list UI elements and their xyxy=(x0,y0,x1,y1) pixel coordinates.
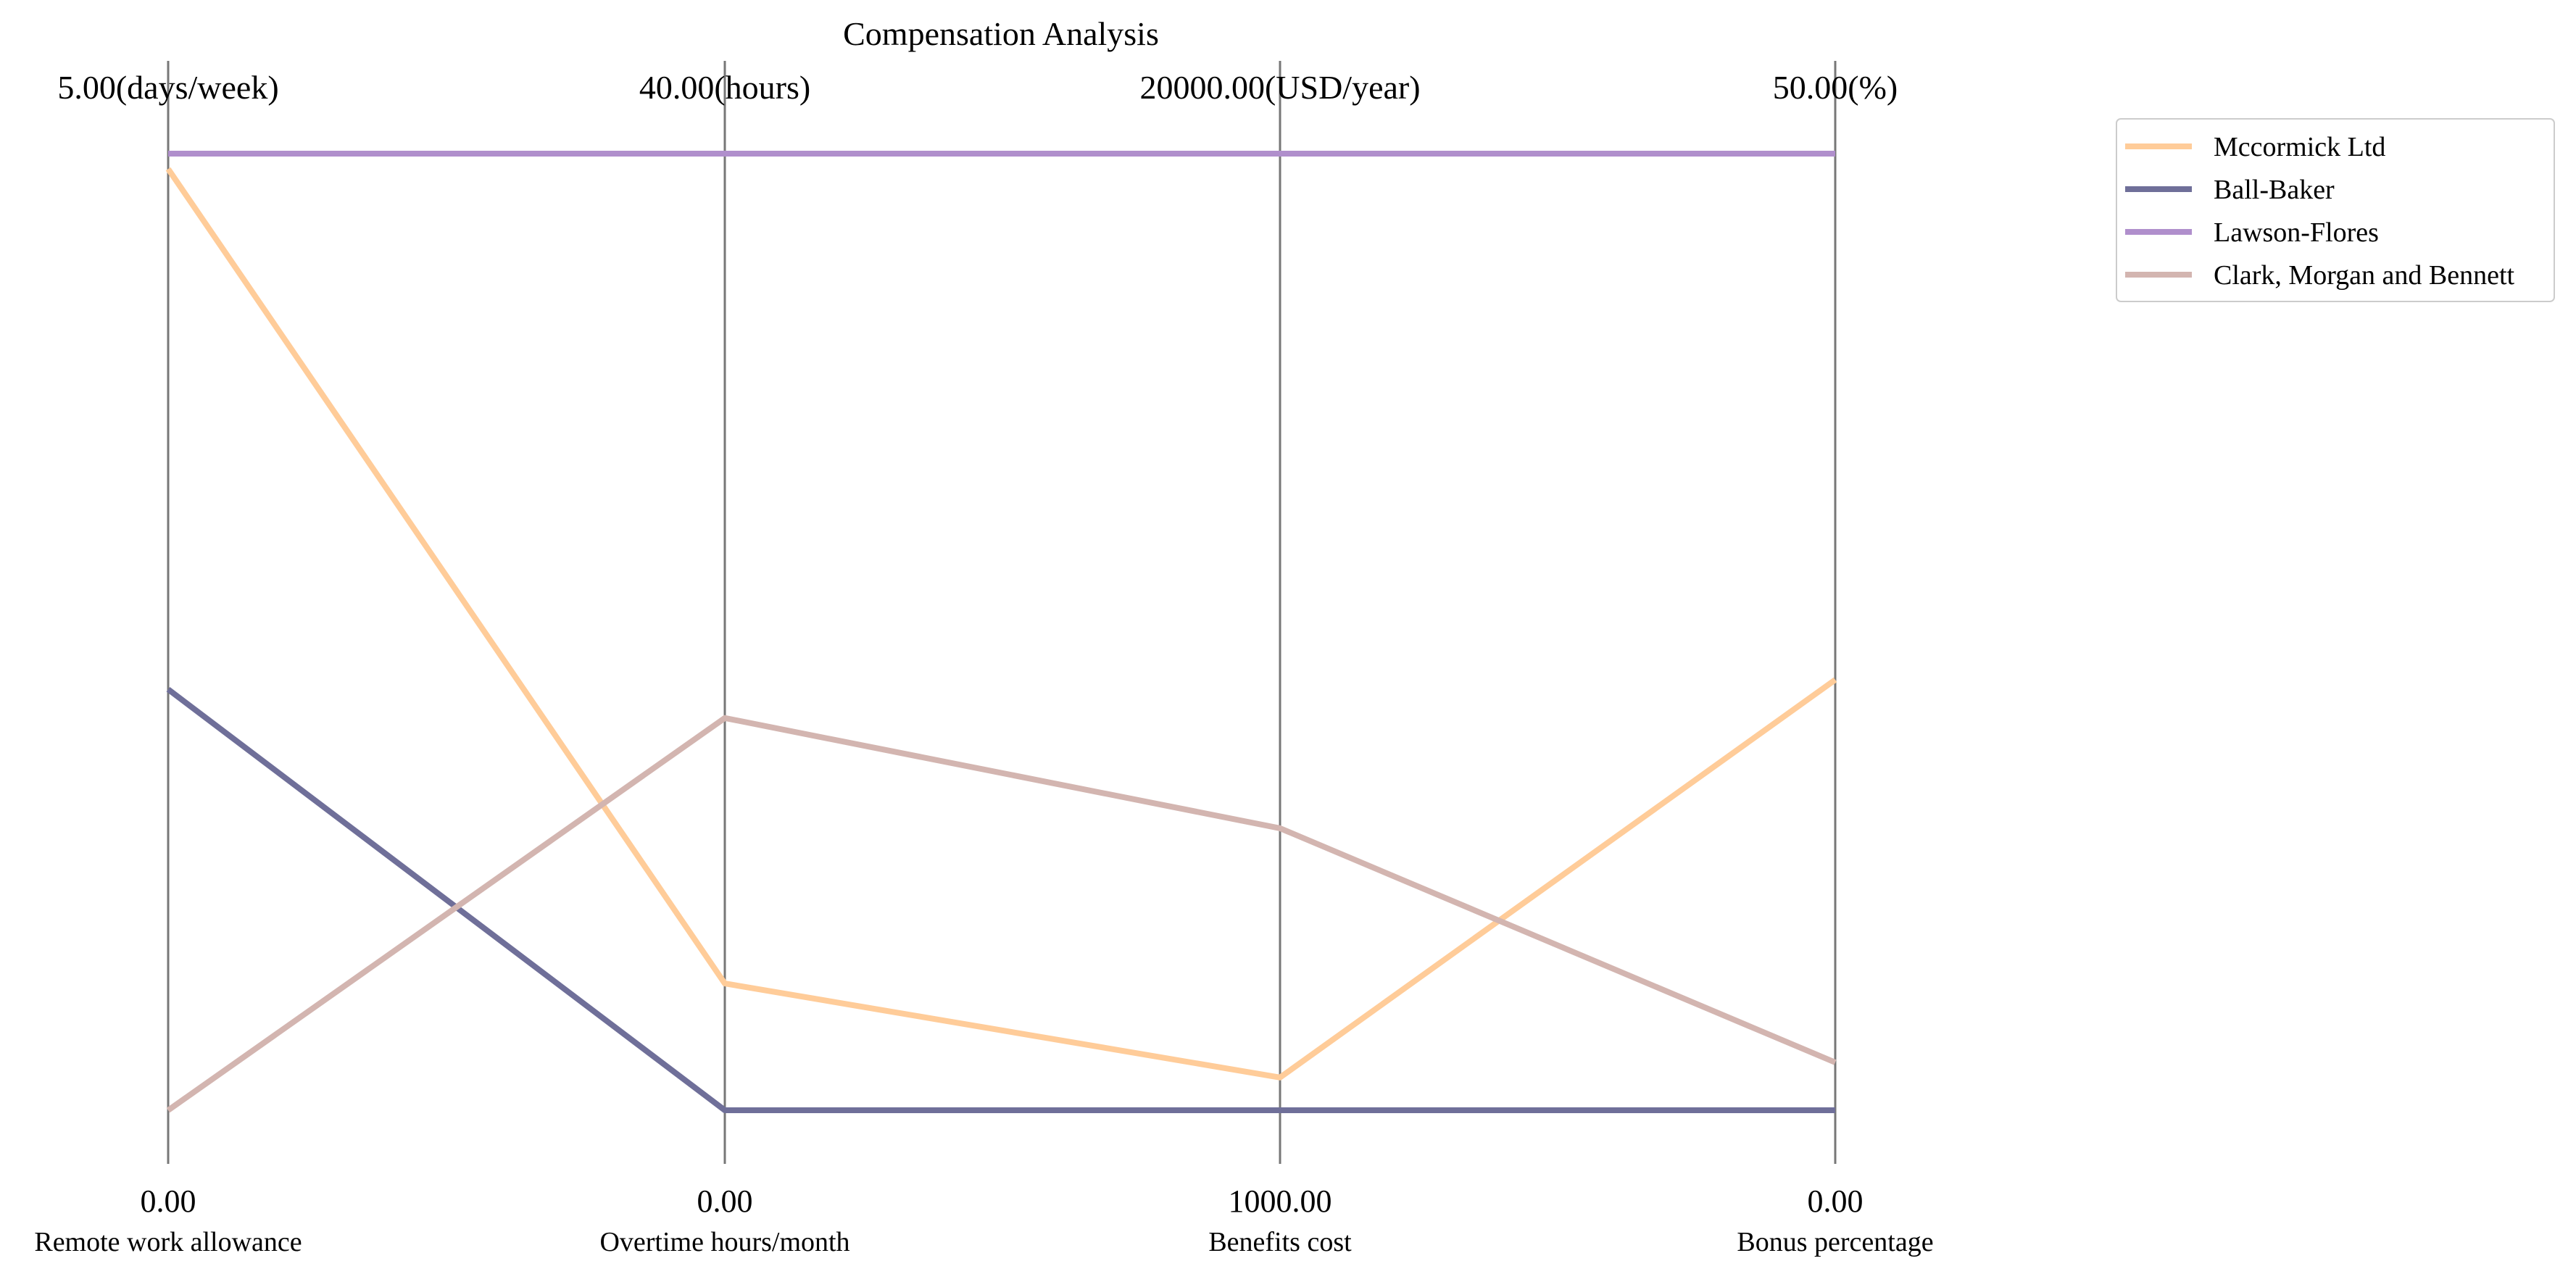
axis-name-label: Remote work allowance xyxy=(34,1227,302,1257)
axis-max-label: 40.00(hours) xyxy=(639,69,810,106)
legend: Mccormick Ltd Ball-Baker Lawson-Flores Clar… xyxy=(2116,118,2555,302)
legend-frame xyxy=(2116,118,2555,302)
series-line xyxy=(166,715,1837,1113)
axis-min-label: 1000.00 xyxy=(1229,1183,1332,1219)
axis-min-label: 0.00 xyxy=(141,1183,196,1219)
axis-max-label: 50.00(%) xyxy=(1773,69,1898,106)
axis-max-label: 20000.00(USD/year) xyxy=(1139,69,1420,106)
axis-min-label: 0.00 xyxy=(1808,1183,1864,1219)
legend-label: Lawson-Flores xyxy=(2214,217,2379,248)
axis-name-label: Bonus percentage xyxy=(1737,1227,1933,1257)
axis-name-label: Overtime hours/month xyxy=(599,1227,849,1257)
axis-min-label: 0.00 xyxy=(697,1183,753,1219)
series-line xyxy=(165,167,1837,1081)
legend-label: Mccormick Ltd xyxy=(2214,132,2385,162)
legend-label: Clark, Morgan and Bennett xyxy=(2214,260,2515,291)
series-line xyxy=(166,687,1835,1113)
axis-max-label: 5.00(days/week) xyxy=(57,69,278,106)
series-layer xyxy=(165,151,1837,1113)
legend-label: Ball-Baker xyxy=(2214,175,2335,205)
chart-title: Compensation Analysis xyxy=(843,15,1159,52)
axis-name-label: Benefits cost xyxy=(1208,1227,1352,1257)
axes-layer: 5.00(days/week) 0.00 Remote work allowance… xyxy=(34,61,1934,1257)
